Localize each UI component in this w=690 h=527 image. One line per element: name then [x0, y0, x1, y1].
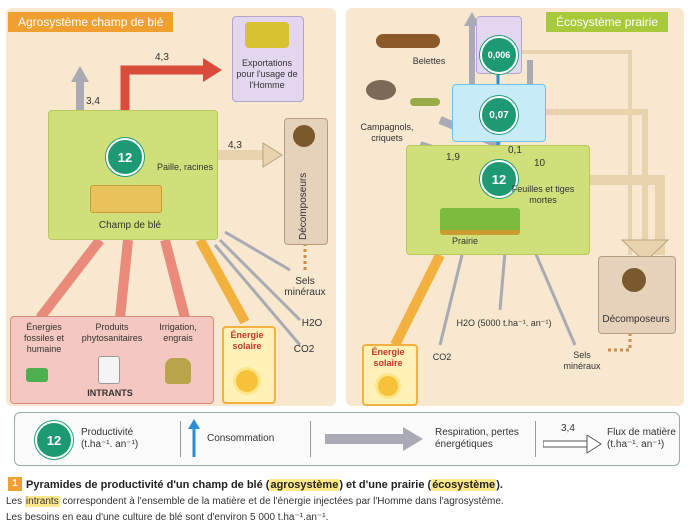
- caption-title-suffix: ).: [496, 479, 503, 491]
- fuel-nozzle-icon: [26, 368, 48, 382]
- caption-title-mid: ) et d'une prairie (: [339, 479, 432, 491]
- flow-dead-eco: 10: [534, 158, 546, 169]
- co2-label-agro: CO2: [293, 344, 315, 355]
- level2-circle: 0,07: [480, 96, 518, 134]
- hay-bale: [90, 185, 162, 213]
- legend-consumption-arrow: [188, 419, 200, 457]
- wheat-field-label: Champ de blé: [98, 220, 162, 231]
- level3-circle: 0,006: [480, 36, 518, 74]
- input-irrigation: Irrigation, engrais: [159, 322, 197, 343]
- weasels-label: Belettes: [412, 56, 446, 66]
- water-label-eco: H2O (5000 t.ha⁻¹. an⁻¹): [456, 318, 552, 328]
- solar-label-agro: Énergie solaire: [230, 330, 264, 351]
- caption-line1-prefix: Les: [6, 496, 25, 507]
- legend-consumption-label: Consommation: [207, 433, 275, 444]
- legend-respiration-arrow: [325, 427, 423, 451]
- harvester-icon: [245, 22, 289, 48]
- fertilizer-bag-icon: [165, 358, 191, 384]
- minerals-label-agro: Sels minéraux: [284, 276, 326, 298]
- water-label-agro: H2O: [301, 318, 323, 329]
- legend-productivity-label: Productivité (t.ha⁻¹. an⁻¹): [81, 427, 139, 450]
- productivity-circle-agro: 12: [106, 138, 144, 176]
- caption-line-2: Les besoins en eau d'une culture de blé …: [6, 512, 329, 523]
- decomposers-label-eco: Décomposeurs: [602, 314, 670, 325]
- wheat-field-box: [48, 110, 218, 240]
- sun-icon-agro: [236, 370, 258, 392]
- straw-label: Paille, racines: [156, 162, 214, 172]
- insect-icon-eco: [622, 268, 646, 292]
- legend-flux-label: Flux de matière (t.ha⁻¹. an⁻¹): [607, 427, 676, 450]
- legend-divider-2: [310, 421, 311, 457]
- co2-label-eco: CO2: [432, 352, 452, 362]
- input-fossil: Énergies fossiles et humaine: [23, 322, 65, 354]
- agrosystem-title: Agrosystème champ de blé: [8, 12, 174, 32]
- legend-divider-1: [180, 421, 181, 457]
- legend-flux-value: 3,4: [561, 423, 575, 434]
- solar-label-eco: Énergie solaire: [371, 347, 405, 368]
- legend-divider-3: [535, 421, 536, 457]
- caption-line-1: Les intrants correspondent à l'ensemble …: [6, 496, 504, 507]
- legend-flux-arrow: [543, 435, 602, 454]
- flow-respiration-agro: 3,4: [86, 96, 100, 107]
- input-phyto: Produits phytosanitaires: [81, 322, 143, 343]
- inputs-label: INTRANTS: [87, 388, 133, 398]
- meadow-patch: [440, 208, 520, 235]
- voles-label: Campagnols, criquets: [360, 122, 414, 143]
- caption-title-eco: écosystème: [431, 479, 497, 491]
- flow-straw-agro: 4,3: [228, 140, 242, 151]
- export-label: Exportations pour l'usage de l'Homme: [236, 58, 298, 90]
- caption-number-badge: 1: [8, 477, 22, 491]
- caption-title: Pyramides de productivité d'un champ de …: [26, 479, 503, 491]
- flow-export-agro: 4,3: [155, 52, 169, 63]
- decomposers-label-agro: Décomposeurs: [298, 172, 309, 240]
- flow-consumption-eco: 0,1: [508, 145, 522, 156]
- caption-line1-highlight: intrants: [24, 496, 60, 507]
- insect-icon: [293, 125, 315, 147]
- legend: 12 Productivité (t.ha⁻¹. an⁻¹) Consommat…: [14, 412, 680, 466]
- legend-respiration-label: Respiration, pertes énergétiques: [435, 427, 519, 450]
- leaves-label: Feuilles et tiges mortes: [511, 184, 575, 205]
- ecosystem-title: Écosystème prairie: [546, 12, 669, 32]
- meadow-label: Prairie: [451, 236, 478, 246]
- caption-title-agro: agrosystème: [269, 479, 340, 491]
- weasel-icon: [376, 34, 440, 48]
- legend-productivity-circle: 12: [35, 421, 73, 459]
- flow-resp-eco: 1,9: [446, 152, 460, 163]
- canister-icon: [98, 356, 120, 384]
- caption-line1-suffix: correspondent à l'ensemble de la matière…: [59, 496, 504, 507]
- caption-title-prefix: Pyramides de productivité d'un champ de …: [26, 479, 270, 491]
- sun-icon-eco: [378, 376, 398, 396]
- cricket-icon: [410, 98, 440, 106]
- minerals-label-eco: Sels minéraux: [563, 350, 601, 371]
- vole-icon: [366, 80, 396, 100]
- productivity-circle-eco: 12: [480, 160, 518, 198]
